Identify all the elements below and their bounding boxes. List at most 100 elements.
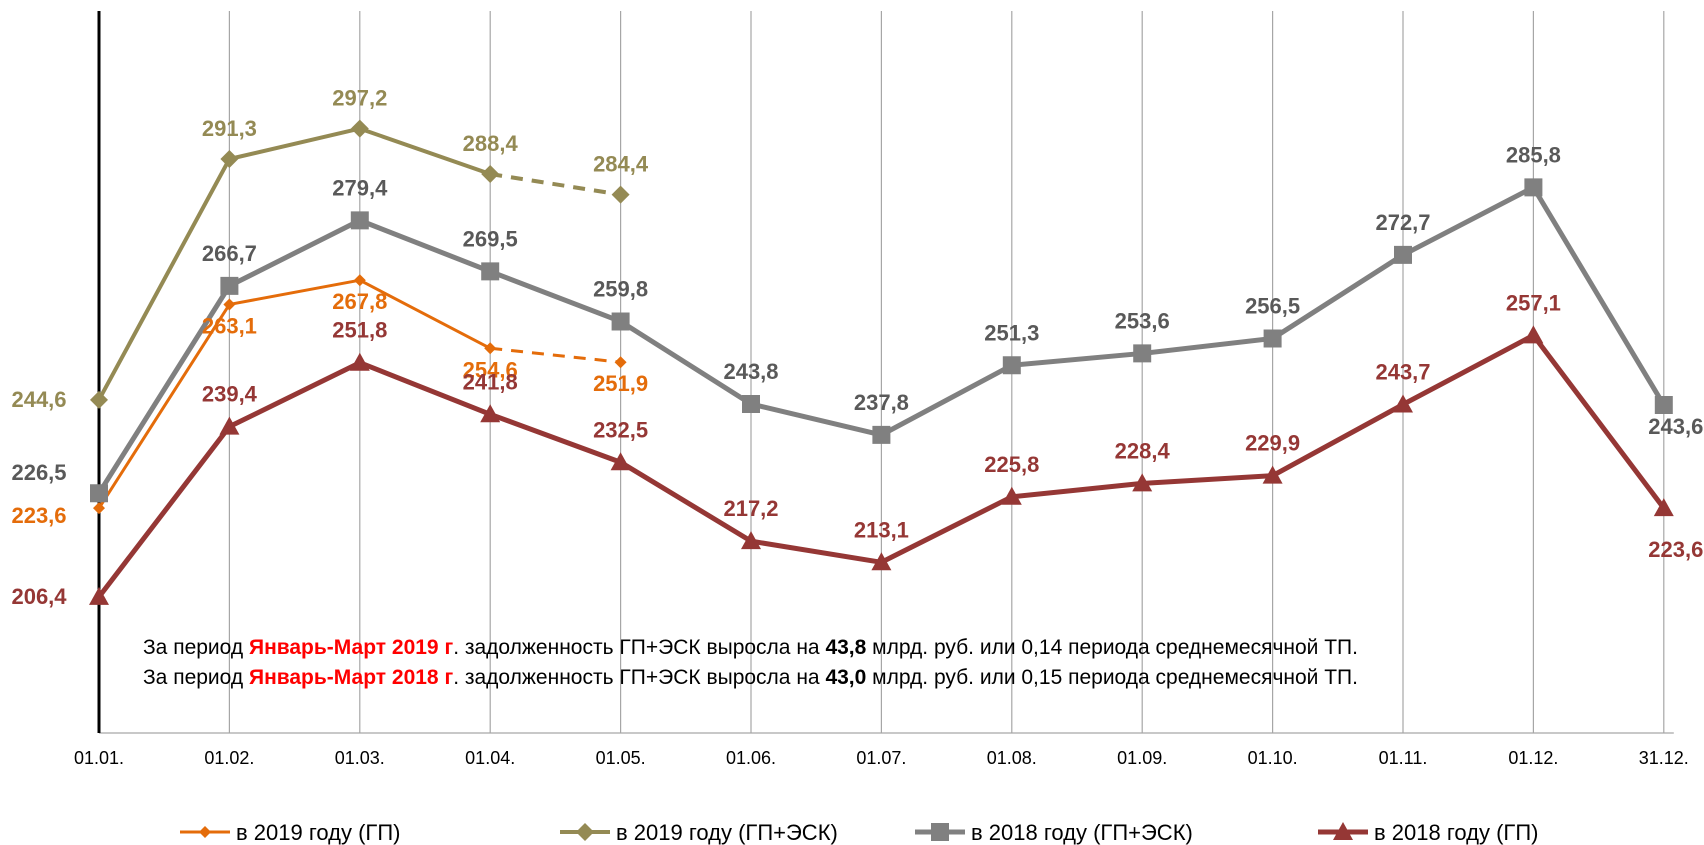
annotation: За период Январь-Март 2018 г. задолженно… <box>143 666 1358 689</box>
data-label: 229,9 <box>1245 431 1300 456</box>
data-label: 266,7 <box>202 241 257 266</box>
data-label: 279,4 <box>332 175 388 200</box>
marker <box>1393 394 1413 413</box>
marker <box>611 185 630 204</box>
marker <box>480 404 501 423</box>
line-dashed <box>490 346 621 364</box>
marker <box>223 298 236 311</box>
data-label: 225,8 <box>984 452 1039 477</box>
data-label: 285,8 <box>1506 142 1561 167</box>
data-label: 243,6 <box>1648 414 1703 439</box>
note-amount: 43,0 <box>825 666 866 689</box>
data-label: 297,2 <box>332 86 387 111</box>
data-label: 272,7 <box>1375 210 1430 235</box>
data-label: 226,5 <box>11 460 66 485</box>
x-tick-label: 01.11. <box>1379 748 1428 768</box>
x-tick-label: 01.04. <box>465 748 515 768</box>
marker <box>1263 329 1282 348</box>
data-label: 228,4 <box>1115 438 1171 463</box>
marker <box>90 484 108 503</box>
marker <box>350 119 369 138</box>
data-label: 257,1 <box>1506 290 1561 315</box>
data-label: 263,1 <box>202 313 257 338</box>
marker <box>1524 178 1543 197</box>
x-tick-label: 01.01. <box>74 748 124 768</box>
grid <box>97 11 1674 734</box>
marker <box>484 342 497 355</box>
data-label: 206,4 <box>11 584 67 609</box>
x-tick-label: 01.12. <box>1508 748 1558 768</box>
marker <box>220 150 239 169</box>
marker <box>220 276 239 295</box>
data-label: 267,8 <box>332 289 387 314</box>
data-label: 251,8 <box>332 318 387 343</box>
data-label: 253,6 <box>1115 308 1170 333</box>
x-tick-label: 01.09. <box>1117 748 1167 768</box>
marker <box>89 586 109 605</box>
data-label: 251,3 <box>984 320 1039 345</box>
note-period: Январь-Март 2018 г <box>249 666 453 689</box>
note-period: Январь-Март 2019 г <box>249 636 453 659</box>
data-label: 244,6 <box>11 387 66 412</box>
note-amount: 43,8 <box>825 636 866 659</box>
data-label: 259,8 <box>593 276 648 301</box>
marker <box>931 823 949 841</box>
marker <box>1132 473 1153 492</box>
marker <box>481 164 500 183</box>
data-label: 243,7 <box>1375 359 1430 384</box>
marker <box>349 352 370 371</box>
x-tick-label: 01.05. <box>596 748 646 768</box>
x-tick-label: 01.10. <box>1248 748 1298 768</box>
marker <box>1654 396 1673 415</box>
marker <box>481 262 500 281</box>
data-label: 217,2 <box>723 496 778 521</box>
x-tick-label: 01.08. <box>987 748 1037 768</box>
line-dashed <box>489 171 621 197</box>
line <box>97 126 491 401</box>
marker <box>350 211 369 230</box>
marker <box>611 312 630 331</box>
marker <box>199 826 211 838</box>
data-label: 243,8 <box>723 359 778 384</box>
data-label: 284,4 <box>593 152 649 177</box>
data-label: 232,5 <box>593 417 648 442</box>
marker <box>614 356 627 369</box>
marker <box>1523 325 1544 344</box>
marker <box>1333 822 1353 840</box>
data-label: 269,5 <box>463 226 518 251</box>
marker <box>1002 356 1021 375</box>
x-tick-label: 01.06. <box>726 748 776 768</box>
marker <box>741 531 761 550</box>
legend-label: в 2018 году (ГП+ЭСК) <box>971 820 1193 845</box>
data-label: 223,6 <box>1648 537 1703 562</box>
marker <box>872 425 891 444</box>
data-label: 256,5 <box>1245 293 1300 318</box>
annotation: За период Январь-Март 2019 г. задолженно… <box>143 636 1358 659</box>
marker <box>1394 245 1412 264</box>
marker <box>1133 344 1152 363</box>
marker <box>1262 465 1283 484</box>
line <box>97 278 491 509</box>
data-label: 237,8 <box>854 390 909 415</box>
data-label: 291,3 <box>202 116 257 141</box>
x-tick-label: 01.02. <box>204 748 254 768</box>
data-label: 251,9 <box>593 371 648 396</box>
legend-label: в 2019 году (ГП) <box>236 820 400 845</box>
x-tick-label: 01.03. <box>335 748 385 768</box>
legend-label: в 2018 году (ГП) <box>1374 820 1538 845</box>
lines <box>89 119 1674 605</box>
note-text: За период <box>143 666 249 689</box>
data-label: 241,8 <box>463 369 518 394</box>
note-text: млрд. руб. или 0,14 периода среднемесячн… <box>866 636 1358 659</box>
marker <box>610 452 631 471</box>
legend-label: в 2019 году (ГП+ЭСК) <box>616 820 838 845</box>
data-label: 223,6 <box>11 503 66 528</box>
marker <box>219 416 240 435</box>
marker <box>90 390 108 409</box>
marker <box>1653 498 1674 517</box>
x-tick-label: 31.12. <box>1639 748 1689 768</box>
marker <box>93 502 105 515</box>
marker <box>1001 486 1022 505</box>
marker <box>353 274 366 287</box>
